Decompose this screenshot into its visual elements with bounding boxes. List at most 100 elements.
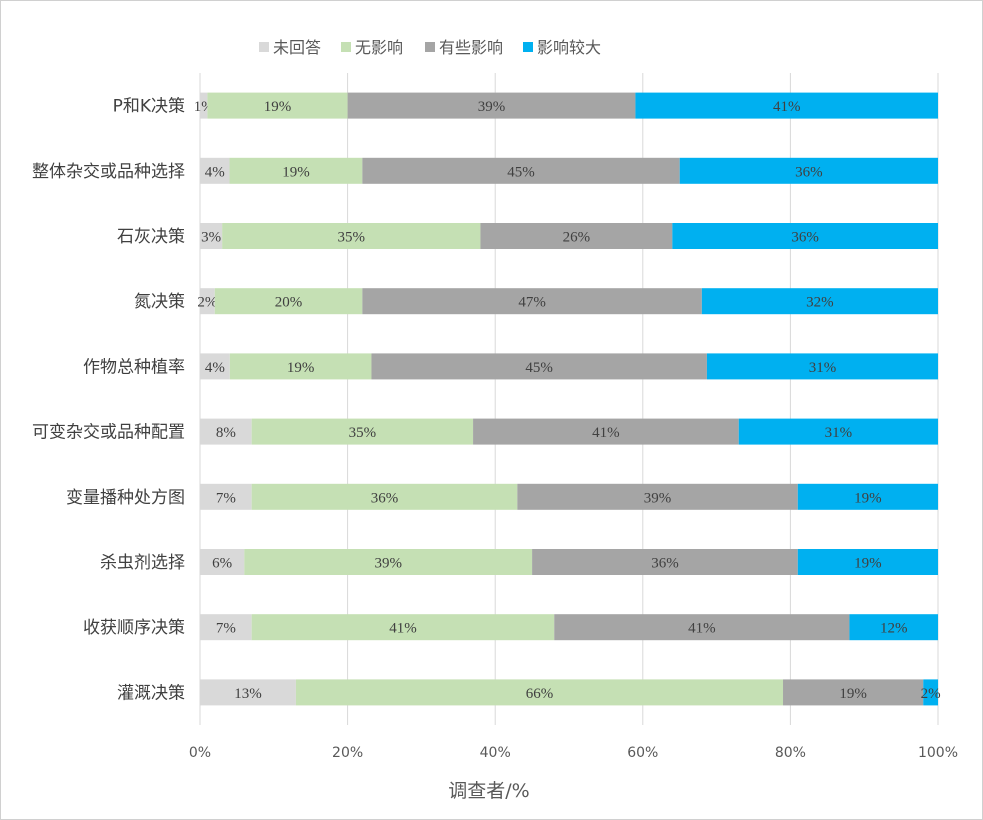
data-label: 45%	[507, 164, 535, 180]
data-label: 7%	[216, 490, 236, 506]
bar-segment	[200, 92, 208, 119]
bar-segment	[679, 157, 938, 184]
data-label: 36%	[791, 230, 819, 246]
data-label: 39%	[374, 556, 402, 572]
bar-segment	[480, 223, 673, 249]
bar-segment	[222, 223, 481, 249]
data-label: 45%	[525, 360, 553, 376]
bar-segment	[207, 92, 348, 119]
category-label: 整体杂交或品种选择	[32, 162, 185, 182]
data-label: 36%	[795, 164, 823, 180]
bar-segment	[200, 483, 252, 510]
data-label: 19%	[264, 99, 292, 115]
bar-segment	[517, 483, 798, 510]
bar-segment	[701, 288, 938, 315]
data-label: 3%	[201, 230, 221, 246]
x-tick-label: 60%	[627, 745, 658, 761]
data-label: 31%	[809, 360, 837, 376]
x-tick-label: 20%	[332, 745, 363, 761]
legend-label: 未回答	[273, 38, 321, 57]
data-label: 32%	[806, 295, 834, 311]
bar-segment	[200, 418, 252, 445]
data-label: 2%	[921, 686, 941, 702]
bar-segment	[200, 353, 230, 380]
bar-segment	[200, 157, 230, 184]
bar-segment	[706, 353, 938, 380]
data-label: 66%	[526, 686, 554, 702]
bar-segment	[554, 614, 850, 641]
data-label: 19%	[287, 360, 315, 376]
bar-segment	[251, 418, 474, 445]
data-label: 35%	[338, 230, 366, 246]
data-label: 41%	[773, 99, 801, 115]
data-label: 8%	[216, 425, 236, 441]
legend-swatch	[425, 42, 435, 52]
data-label: 41%	[688, 621, 716, 637]
data-label: 35%	[349, 425, 377, 441]
data-label: 47%	[518, 295, 546, 311]
category-label: 石灰决策	[117, 227, 185, 247]
data-label: 7%	[216, 621, 236, 637]
data-label: 26%	[563, 230, 591, 246]
data-label: 41%	[592, 425, 620, 441]
x-axis-title: 调查者/%	[448, 780, 529, 802]
legend-label: 无影响	[355, 38, 403, 57]
data-label: 20%	[275, 295, 303, 311]
bar-segment	[738, 418, 938, 445]
category-label: 变量播种处方图	[66, 488, 185, 508]
data-label: 19%	[839, 686, 867, 702]
data-label: 19%	[854, 490, 882, 506]
legend: 未回答 无影响 有些影响 影响较大	[259, 38, 601, 57]
data-label: 41%	[389, 621, 417, 637]
data-label: 39%	[478, 99, 506, 115]
data-label: 19%	[854, 556, 882, 572]
bar-segment	[797, 549, 938, 575]
legend-swatch	[341, 42, 351, 52]
bar-segment	[295, 679, 784, 706]
bar-segment	[251, 483, 518, 510]
bar-segment	[200, 549, 245, 575]
bar-segment	[200, 288, 215, 315]
data-label: 36%	[651, 556, 679, 572]
category-label: 作物总种植率	[83, 357, 185, 377]
bar-segment	[244, 549, 533, 575]
bar-segment	[783, 679, 924, 706]
bar-segment	[214, 288, 363, 315]
data-label: 13%	[234, 686, 262, 702]
data-label: 36%	[371, 490, 399, 506]
legend-label: 有些影响	[439, 38, 503, 57]
bar-segment	[797, 483, 938, 510]
bar-segment	[200, 223, 223, 249]
data-label: 39%	[644, 490, 672, 506]
legend-swatch	[523, 42, 533, 52]
bar-segment	[200, 614, 252, 641]
bar-segment	[229, 157, 363, 184]
x-tick-label: 100%	[918, 745, 958, 761]
bar-segment	[362, 157, 680, 184]
data-label: 4%	[205, 164, 225, 180]
bars: 1% 19% 39% 41%4% 19% 45% 36%3% 35% 26% 36%2% 20% 47…	[194, 92, 941, 706]
category-label: 收获顺序决策	[83, 618, 185, 638]
data-label: 19%	[282, 164, 310, 180]
category-label: P和K决策	[113, 97, 185, 117]
bar-segment	[923, 679, 938, 706]
legend-label: 影响较大	[537, 38, 601, 57]
bar-segment	[229, 353, 372, 380]
x-tick-labels: 0% 20% 40% 60% 80% 100%	[189, 745, 958, 761]
bar-segment	[251, 614, 555, 641]
x-tick-label: 80%	[775, 745, 806, 761]
bar-segment	[849, 614, 938, 641]
bar-segment	[635, 92, 938, 119]
legend-swatch	[259, 42, 269, 52]
data-label: 4%	[205, 360, 225, 376]
category-label: 氮决策	[134, 292, 185, 312]
category-label: 可变杂交或品种配置	[32, 423, 185, 443]
data-label: 6%	[212, 556, 232, 572]
x-tick-label: 0%	[189, 745, 211, 761]
bar-segment	[532, 549, 798, 575]
data-label: 12%	[880, 621, 908, 637]
category-label: 灌溉决策	[117, 683, 185, 703]
data-label: 2%	[197, 295, 217, 311]
